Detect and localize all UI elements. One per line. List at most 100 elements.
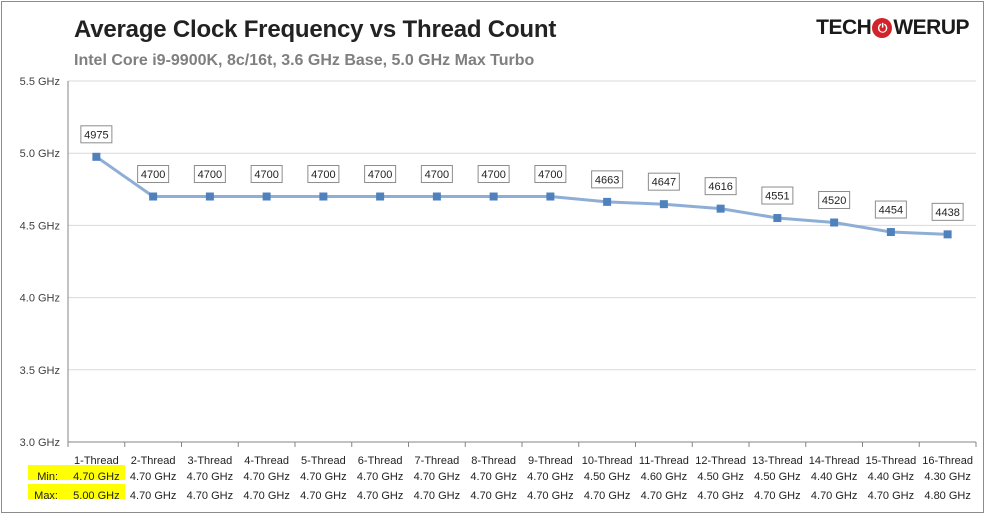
- table-row-label: Min:: [37, 471, 58, 483]
- x-category-label: 1-Thread: [74, 455, 119, 467]
- data-label: 4438: [935, 207, 959, 219]
- y-tick-label: 3.5 GHz: [20, 365, 60, 377]
- data-label: 4663: [595, 174, 619, 186]
- data-label-box: [420, 165, 453, 184]
- brand-logo-left: TECH: [816, 16, 872, 39]
- x-category-label: 10-Thread: [582, 455, 633, 467]
- data-point: [149, 192, 158, 201]
- data-label: 4700: [141, 169, 165, 181]
- min-value-cell: 4.70 GHz: [300, 471, 346, 483]
- max-value-cell: 5.00 GHz: [73, 490, 119, 502]
- data-point: [432, 192, 441, 201]
- y-tick-label: 4.0 GHz: [20, 293, 60, 305]
- x-category-label: 8-Thread: [471, 455, 516, 467]
- min-value-cell: 4.50 GHz: [697, 471, 743, 483]
- x-category-label: 4-Thread: [244, 455, 289, 467]
- data-label-box: [534, 165, 567, 184]
- max-value-cell: 4.70 GHz: [527, 490, 573, 502]
- chart-title: Average Clock Frequency vs Thread Count: [74, 16, 557, 43]
- data-label: 4647: [652, 177, 676, 189]
- data-label-box: [137, 165, 170, 184]
- y-tick-label: 4.5 GHz: [20, 220, 60, 232]
- data-point: [659, 200, 668, 209]
- data-label-box: [818, 191, 851, 210]
- data-point: [716, 204, 725, 213]
- max-value-cell: 4.70 GHz: [641, 490, 687, 502]
- data-label: 4700: [198, 169, 222, 181]
- max-value-cell: 4.70 GHz: [584, 490, 630, 502]
- data-point: [773, 214, 782, 223]
- data-point: [546, 192, 555, 201]
- min-value-cell: 4.60 GHz: [641, 471, 687, 483]
- max-value-cell: 4.70 GHz: [357, 490, 403, 502]
- x-category-label: 2-Thread: [131, 455, 176, 467]
- x-category-label: 9-Thread: [528, 455, 573, 467]
- data-point: [603, 197, 612, 206]
- data-point: [830, 218, 839, 227]
- x-category-label: 5-Thread: [301, 455, 346, 467]
- x-category-label: 13-Thread: [752, 455, 803, 467]
- data-label: 4700: [425, 169, 449, 181]
- max-value-cell: 4.70 GHz: [811, 490, 857, 502]
- data-point: [319, 192, 328, 201]
- x-category-label: 12-Thread: [695, 455, 746, 467]
- data-point: [92, 152, 101, 161]
- min-value-cell: 4.40 GHz: [811, 471, 857, 483]
- x-category-label: 14-Thread: [809, 455, 860, 467]
- data-label-box: [364, 165, 397, 184]
- data-label-box: [704, 177, 737, 196]
- max-value-cell: 4.70 GHz: [697, 490, 743, 502]
- min-value-cell: 4.40 GHz: [868, 471, 914, 483]
- data-point: [943, 230, 952, 239]
- data-label-box: [874, 200, 907, 219]
- min-value-cell: 4.70 GHz: [470, 471, 516, 483]
- max-value-cell: 4.70 GHz: [300, 490, 346, 502]
- x-category-label: 7-Thread: [415, 455, 460, 467]
- data-label: 4520: [822, 195, 846, 207]
- data-label-box: [80, 125, 113, 144]
- max-value-cell: 4.70 GHz: [130, 490, 176, 502]
- x-category-label: 15-Thread: [865, 455, 916, 467]
- max-value-cell: 4.70 GHz: [243, 490, 289, 502]
- data-label-box: [193, 165, 226, 184]
- data-label-box: [477, 165, 510, 184]
- table-row-label: Max:: [34, 490, 58, 502]
- max-value-cell: 4.70 GHz: [187, 490, 233, 502]
- y-tick-label: 3.0 GHz: [20, 437, 60, 449]
- brand-logo: TECH ⏻ WERUP: [816, 16, 969, 40]
- x-category-label: 11-Thread: [639, 455, 689, 467]
- min-value-cell: 4.70 GHz: [73, 471, 119, 483]
- y-tick-label: 5.0 GHz: [20, 148, 60, 160]
- data-label: 4700: [481, 169, 505, 181]
- data-label-box: [931, 202, 964, 221]
- max-value-cell: 4.70 GHz: [754, 490, 800, 502]
- min-value-cell: 4.50 GHz: [754, 471, 800, 483]
- min-value-cell: 4.30 GHz: [924, 471, 970, 483]
- data-label: 4700: [254, 169, 278, 181]
- data-label: 4616: [708, 181, 732, 193]
- min-value-cell: 4.70 GHz: [130, 471, 176, 483]
- data-label-box: [250, 165, 283, 184]
- max-row-highlight: [28, 484, 125, 499]
- max-value-cell: 4.70 GHz: [470, 490, 516, 502]
- min-value-cell: 4.70 GHz: [527, 471, 573, 483]
- data-label-box: [307, 165, 340, 184]
- data-label-box: [647, 172, 680, 191]
- data-label: 4700: [538, 169, 562, 181]
- data-label: 4975: [84, 129, 108, 141]
- brand-logo-right: WERUP: [893, 16, 969, 39]
- min-value-cell: 4.70 GHz: [187, 471, 233, 483]
- y-tick-label: 5.5 GHz: [20, 76, 60, 88]
- data-label-box: [591, 170, 624, 189]
- data-label: 4700: [368, 169, 392, 181]
- data-label-box: [761, 186, 794, 205]
- max-value-cell: 4.70 GHz: [414, 490, 460, 502]
- data-point: [376, 192, 385, 201]
- data-point: [262, 192, 271, 201]
- min-value-cell: 4.50 GHz: [584, 471, 630, 483]
- data-point: [886, 228, 895, 237]
- x-category-label: 3-Thread: [188, 455, 233, 467]
- chart-subtitle: Intel Core i9-9900K, 8c/16t, 3.6 GHz Bas…: [74, 52, 535, 69]
